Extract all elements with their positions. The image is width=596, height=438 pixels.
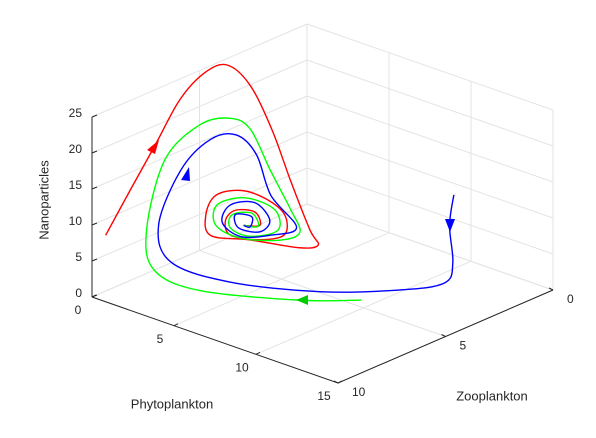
y-axis-line xyxy=(337,289,554,384)
x-tick xyxy=(255,351,261,355)
grid-line xyxy=(306,23,554,111)
y-tick xyxy=(548,287,554,291)
y-tick xyxy=(441,334,446,337)
arrow-head xyxy=(181,167,190,181)
z-tick xyxy=(91,258,98,262)
grid-line xyxy=(199,250,446,337)
trajectory xyxy=(145,117,362,302)
y-tick-label: 5 xyxy=(460,339,467,353)
x-axis-line xyxy=(91,296,339,384)
grid-line xyxy=(306,167,554,255)
grid-line xyxy=(306,95,554,183)
arrow-head xyxy=(445,219,455,232)
z-tick-label: 25 xyxy=(69,106,83,120)
z-tick xyxy=(91,114,98,118)
z-tick xyxy=(91,150,98,154)
x-tick-label: 0 xyxy=(75,303,82,317)
z-axis-label: Nanoparticles xyxy=(36,160,51,240)
y-tick-label: 0 xyxy=(567,292,574,306)
axes: 0 5 10 15 20 25 0 5 10 15 0 5 10 xyxy=(69,106,574,403)
grid-line xyxy=(306,203,554,291)
x-tick-label: 5 xyxy=(157,332,164,346)
curves xyxy=(105,63,455,302)
arrow-head xyxy=(296,295,308,305)
trajectory xyxy=(105,63,320,249)
trajectory xyxy=(157,133,455,293)
y-tick-label: 10 xyxy=(352,385,366,399)
z-tick-label: 15 xyxy=(69,178,83,192)
z-tick-label: 20 xyxy=(69,142,83,156)
grid-line xyxy=(306,131,554,219)
x-tick-label: 15 xyxy=(317,389,331,403)
x-tick-label: 10 xyxy=(235,361,249,375)
z-tick-label: 0 xyxy=(75,286,82,300)
grid-line xyxy=(306,59,554,147)
x-tick xyxy=(91,294,97,298)
y-axis-label: Zooplankton xyxy=(456,388,528,403)
x-axis-label: Phytoplankton xyxy=(131,396,213,411)
x-tick xyxy=(173,323,179,327)
z-tick-label: 5 xyxy=(75,250,82,264)
z-tick xyxy=(91,186,98,190)
z-tick-label: 10 xyxy=(69,214,83,228)
arrows xyxy=(147,140,455,305)
arrow-head xyxy=(147,140,159,154)
z-tick xyxy=(91,222,98,226)
